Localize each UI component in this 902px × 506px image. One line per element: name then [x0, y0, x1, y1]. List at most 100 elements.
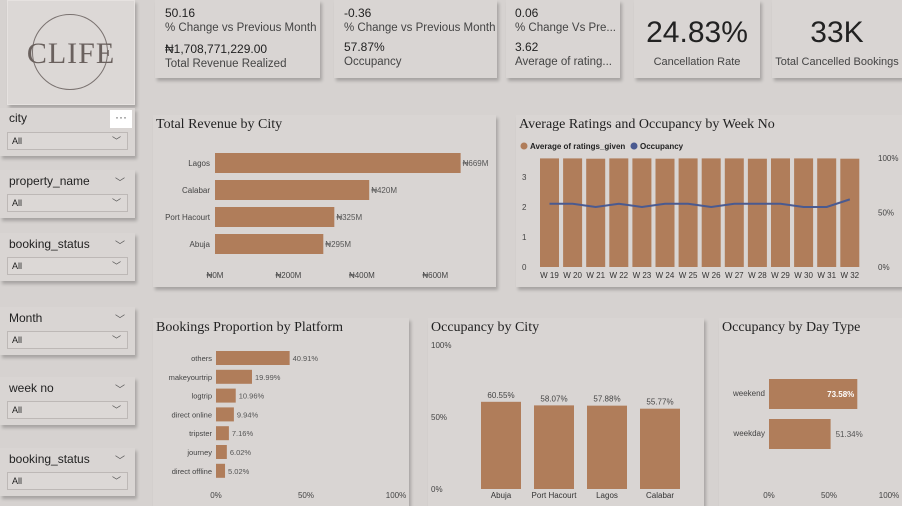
x-tick-label: Lagos — [596, 491, 618, 500]
x-tick-label: ₦200M — [276, 271, 302, 280]
x-tick-label: W 21 — [586, 271, 605, 280]
chevron-down-icon[interactable]: ﹀ — [115, 178, 125, 189]
rating-value: 3.62 — [515, 40, 539, 54]
data-label: ₦295M — [325, 240, 351, 249]
bar — [769, 419, 831, 449]
bar — [840, 158, 860, 267]
x-tick-label: 50% — [821, 491, 837, 500]
legend-label: Occupancy — [640, 142, 684, 151]
category-label: direct online — [172, 410, 212, 419]
revenue-by-city-chart: ₦0M ₦200M ₦400M ₦600M Lagos ₦669M Calabar ₦420M… — [165, 153, 489, 280]
slicer-dropdown[interactable]: All ﹀ — [7, 472, 128, 490]
occupancy-by-day-type-chart: 0% 50% 100% weekend 73.58% weekday 51.34% — [732, 379, 899, 500]
category-label: Port Hacourt — [165, 213, 211, 222]
slicer-property-name[interactable]: property_name ﹀ All ﹀ — [0, 170, 135, 218]
occupancy-by-city-card: Occupancy by City 0% 50% 100% 60.55% Abuja 58… — [428, 318, 704, 506]
x-tick-label: 0% — [210, 491, 222, 500]
data-label: ₦420M — [371, 186, 397, 195]
data-label: 60.55% — [487, 391, 514, 400]
bar — [215, 153, 461, 173]
bar — [701, 158, 721, 267]
category-label: tripster — [189, 429, 212, 438]
slicer-week-no[interactable]: week no ﹀ All ﹀ — [0, 377, 135, 425]
x-tick-label: W 25 — [679, 271, 698, 280]
bar — [609, 158, 629, 267]
slicer-dropdown[interactable]: All ﹀ — [7, 331, 128, 349]
bar — [771, 158, 790, 267]
slicer-dropdown[interactable]: All ﹀ — [7, 257, 128, 275]
kpi-cancelled-bookings-card: 33K Total Cancelled Bookings — [772, 0, 902, 78]
slicer-dropdown[interactable]: All ﹀ — [7, 194, 128, 212]
bar — [747, 158, 767, 267]
bar — [215, 234, 324, 254]
rating-change-value: 0.06 — [515, 6, 539, 20]
category-label: others — [191, 354, 212, 363]
x-tick-label: W 23 — [633, 271, 652, 280]
x-tick-label: W 24 — [656, 271, 675, 280]
y-left-tick: 2 — [522, 203, 527, 212]
data-label: 40.91% — [293, 354, 319, 363]
data-label: 73.58% — [827, 390, 854, 399]
chevron-down-icon: ﹀ — [111, 405, 121, 415]
chevron-down-icon: ﹀ — [111, 136, 121, 146]
slicer-value: All — [12, 136, 23, 146]
chart-title: Occupancy by Day Type — [722, 320, 861, 335]
slicer-booking-status-2[interactable]: booking_status ﹀ All ﹀ — [0, 448, 135, 496]
y-right-tick: 50% — [878, 208, 894, 217]
data-label: 55.77% — [646, 398, 673, 407]
slicer-dropdown[interactable]: All ﹀ — [7, 132, 128, 150]
data-label: ₦669M — [463, 159, 489, 168]
slicer-label: week no — [9, 381, 54, 395]
chevron-down-icon[interactable]: ﹀ — [115, 241, 125, 252]
slicer-booking-status[interactable]: booking_status ﹀ All ﹀ — [0, 233, 135, 281]
x-tick-label: ₦0M — [207, 271, 224, 280]
x-tick-label: Calabar — [646, 491, 674, 500]
slicer-month[interactable]: Month ﹀ All ﹀ — [0, 307, 135, 355]
y-tick-label: 50% — [431, 413, 447, 422]
bar — [215, 207, 335, 227]
legend-marker — [520, 142, 528, 150]
x-tick-label: W 32 — [840, 271, 859, 280]
slicer-dropdown[interactable]: All ﹀ — [7, 401, 128, 419]
slicer-city[interactable]: city ··· All ﹀ — [0, 108, 135, 156]
legend-label: Average of ratings_given — [530, 142, 625, 151]
x-tick-label: 100% — [879, 491, 899, 500]
bar — [216, 388, 236, 403]
x-tick-label: W 31 — [817, 271, 836, 280]
revenue-by-city-card: Total Revenue by City ₦0M ₦200M ₦400M ₦600M… — [153, 115, 496, 287]
chevron-down-icon[interactable]: ﹀ — [115, 385, 125, 396]
bar — [769, 379, 858, 409]
x-tick-label: ₦400M — [349, 271, 375, 280]
y-tick-label: 100% — [431, 341, 451, 350]
category-label: direct offline — [172, 467, 212, 476]
bar — [655, 158, 675, 267]
x-tick-label: 0% — [763, 491, 775, 500]
data-label: 19.99% — [255, 373, 281, 382]
slicer-value: All — [12, 405, 23, 415]
bar — [678, 158, 698, 267]
x-tick-label: W 26 — [702, 271, 721, 280]
ratings-occupancy-chart: Average of ratings_given Occupancy 0 1 2 3 0% 5… — [520, 142, 898, 280]
slicer-value: All — [12, 335, 23, 345]
cancelled-bookings-value: 33K — [810, 16, 864, 49]
occupancy-by-city-chart: 0% 50% 100% 60.55% Abuja 58.07% Port Hacourt 57… — [431, 341, 680, 500]
data-label: 5.02% — [228, 467, 250, 476]
kpi-rating-card: 0.06 % Change Vs Pre... 3.62 Average of … — [506, 0, 620, 78]
x-tick-label: W 30 — [794, 271, 813, 280]
x-tick-label: W 28 — [748, 271, 767, 280]
more-options-button[interactable]: ··· — [110, 110, 132, 128]
x-tick-label: 100% — [386, 491, 406, 500]
slicer-value: All — [12, 476, 23, 486]
chart-title: Total Revenue by City — [156, 117, 283, 132]
y-tick-label: 0% — [431, 485, 443, 494]
chevron-down-icon[interactable]: ﹀ — [115, 315, 125, 326]
chevron-down-icon[interactable]: ﹀ — [115, 456, 125, 467]
bar — [216, 445, 227, 459]
data-label: 6.02% — [230, 448, 252, 457]
category-label: Abuja — [190, 240, 211, 249]
data-label: 58.07% — [540, 394, 567, 403]
cancelled-bookings-label: Total Cancelled Bookings — [775, 56, 899, 68]
chevron-down-icon: ﹀ — [111, 198, 121, 208]
legend-marker — [630, 142, 638, 150]
occupancy-line — [549, 198, 851, 209]
